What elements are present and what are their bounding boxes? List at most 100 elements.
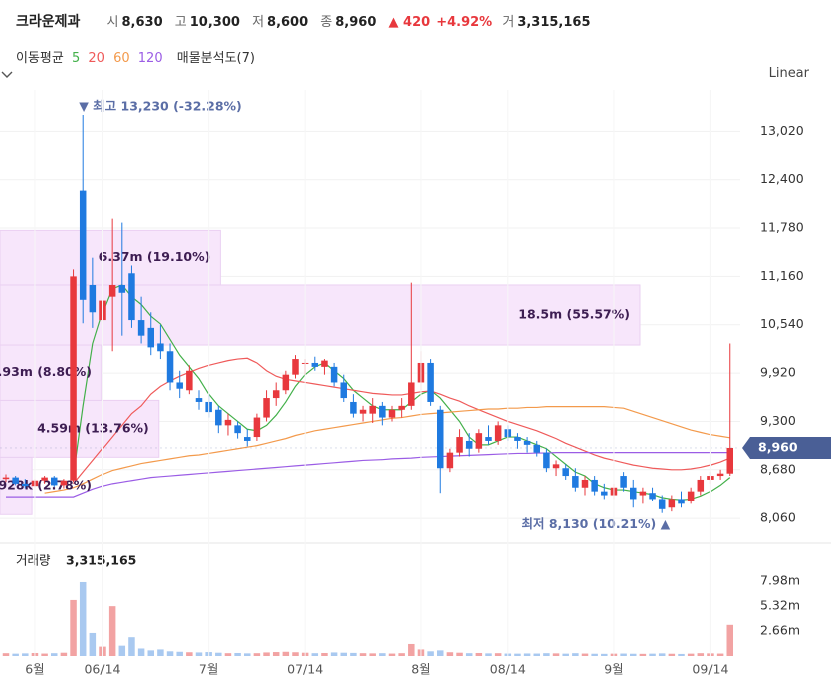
candle-body [408, 382, 415, 406]
volume-bar [253, 653, 261, 656]
candle-body [485, 437, 492, 441]
volume-bar [60, 652, 68, 656]
candle-body [12, 477, 19, 484]
candle-body [176, 382, 183, 389]
candle-body [118, 284, 126, 293]
volume-total: 3,315,165 [66, 553, 136, 568]
field-label: 시 [106, 15, 119, 30]
volume-label: 거 [502, 15, 515, 30]
x-tick-label: 07/14 [287, 662, 323, 677]
x-tick-label: 08/14 [490, 662, 526, 677]
volume-bar [456, 652, 463, 656]
legend-entry[interactable]: 60 [113, 51, 130, 66]
volume-bar [350, 652, 357, 656]
x-tick-label: 06/14 [84, 662, 120, 677]
volume-bar [51, 653, 58, 656]
volume-bar [668, 653, 676, 656]
max-annotation: ▼ 최고 13,230 (-32.28%) [79, 98, 242, 113]
candle-body [330, 366, 338, 383]
profile-box [0, 399, 160, 458]
scale-select[interactable]: Linear [768, 66, 809, 81]
volume-bar [176, 651, 183, 656]
y-tick-label: 10,540 [760, 316, 804, 331]
candle-body [658, 499, 666, 509]
volume-bar [630, 653, 637, 656]
change: ▲ 420 [388, 15, 431, 30]
y-tick-label: 11,160 [760, 268, 804, 283]
y-tick-label: 9,300 [760, 413, 796, 428]
candle-body [2, 477, 10, 480]
candle-body [716, 473, 724, 477]
volume-bar [369, 653, 376, 656]
volume-bar [687, 653, 695, 656]
profile-box [0, 229, 221, 286]
ma-line [73, 357, 730, 485]
volume-bar [166, 651, 174, 656]
profile-title[interactable]: 매물분석도(7) [176, 51, 255, 66]
volume-bar [22, 653, 29, 656]
volume-bar [533, 653, 540, 656]
candle-body [523, 440, 531, 445]
volume-bar [89, 632, 97, 656]
volume-bar [195, 652, 203, 656]
y-tick-label: 9,920 [760, 365, 796, 380]
volume-bar [601, 653, 608, 656]
candle-body [494, 425, 502, 441]
volume-bar [494, 653, 502, 656]
candle-body [649, 493, 656, 500]
candle-body [22, 483, 29, 487]
candle-body [311, 362, 319, 367]
volume-bar [581, 653, 589, 656]
profile-label: 4.59m (13.76%) [37, 420, 149, 435]
volume-tick-label: 2.66m [760, 622, 800, 637]
legend-entry[interactable]: 5 [71, 51, 81, 66]
chevron[interactable] [0, 66, 16, 82]
volume-bar [523, 653, 531, 656]
legend-entry[interactable]: 120 [137, 51, 163, 66]
candle-body [726, 447, 733, 474]
candle-body [388, 409, 396, 418]
volume-value: 3,315,165 [517, 15, 591, 30]
candle-body [108, 284, 116, 297]
volume-bar [215, 652, 222, 656]
y-tick-label: 12,400 [760, 171, 804, 186]
candle-body [639, 491, 647, 496]
volume-bar [514, 653, 521, 656]
profile-label: 6.37m (19.10%) [99, 249, 211, 264]
volume-bar [379, 653, 386, 656]
candle-body [89, 284, 97, 313]
candle-body [128, 273, 135, 321]
volume-bar [475, 652, 483, 656]
volume-bar [70, 599, 77, 656]
profile-label: 928k (2.78%) [0, 477, 92, 492]
volume-title: 거래량 [16, 553, 51, 568]
volume-bar [41, 653, 48, 656]
ma-line [44, 406, 730, 494]
quote-header: 크라운제과 시 8,630 고 10,300 저 8,600 종 8,960 ▲ 420… [16, 11, 599, 31]
volume-bar [437, 650, 444, 656]
volume-bar [697, 653, 705, 656]
price-tag-label: 8,960 [758, 439, 798, 454]
volume-bar [572, 653, 579, 656]
volume-bar [591, 653, 598, 656]
volume-bar [244, 653, 251, 656]
candle-body [263, 398, 270, 418]
candle-body [195, 398, 203, 402]
volume-bar [543, 653, 550, 656]
volume-bar [292, 652, 299, 656]
candle-body [562, 468, 569, 477]
field-value: 8,630 [121, 15, 163, 30]
volume-bar [678, 653, 685, 656]
volume-bar [137, 648, 145, 656]
legend: 이동평균 5 20 60 120 매물분석도(7) [16, 47, 259, 66]
candle-body [60, 480, 68, 486]
volume-tick-label: 7.98m [760, 572, 800, 587]
volume-bar [311, 653, 319, 656]
volume-bar [282, 651, 290, 656]
legend-entry[interactable]: 20 [88, 51, 105, 66]
volume-bar [398, 653, 405, 656]
volume-bar [408, 643, 415, 656]
volume-bar [340, 652, 347, 656]
volume-bar [330, 652, 338, 656]
